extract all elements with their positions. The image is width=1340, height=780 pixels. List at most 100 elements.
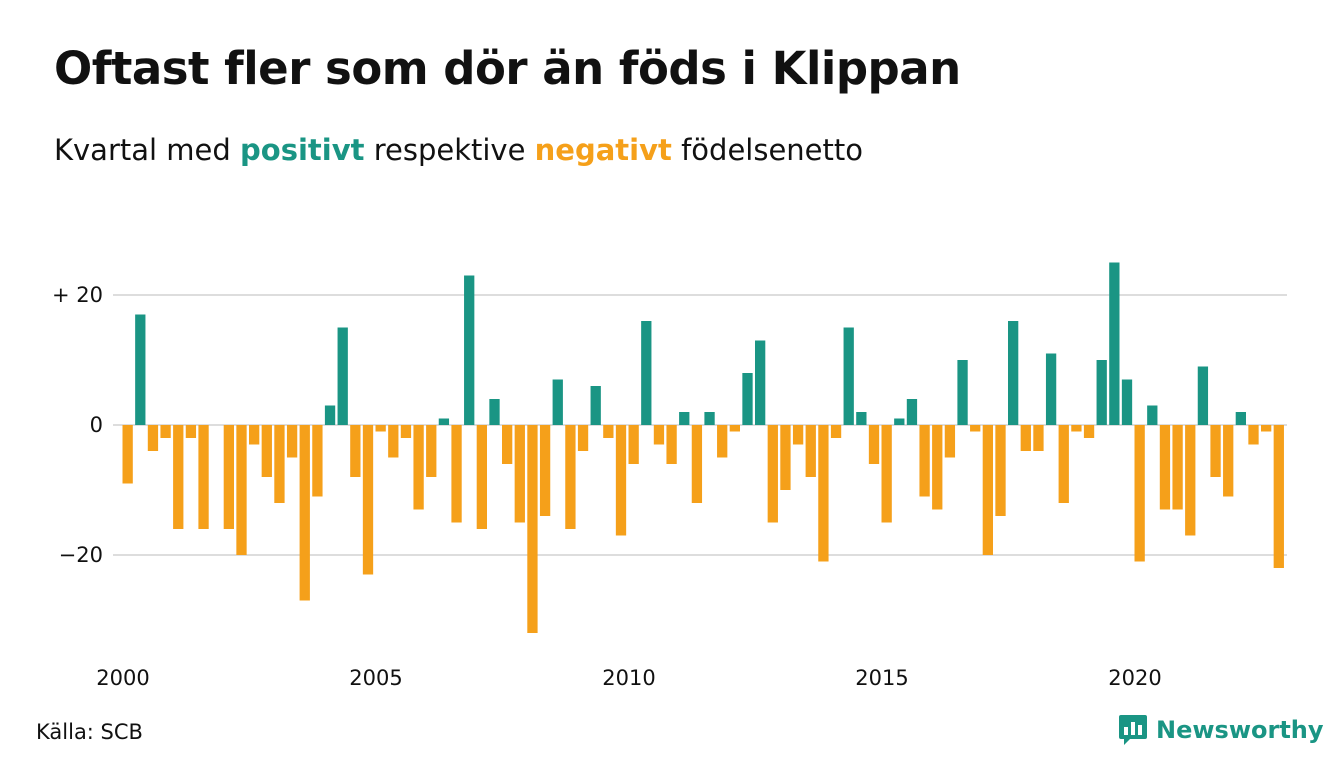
source-note: Källa: SCB — [36, 720, 143, 744]
bar — [792, 425, 804, 445]
bar — [1071, 425, 1082, 432]
y-tick-label: 0 — [90, 413, 103, 437]
subtitle-middle: respektive — [364, 133, 535, 167]
bar — [1083, 425, 1095, 438]
bar — [691, 425, 703, 503]
bar — [274, 425, 285, 503]
bar — [970, 425, 981, 432]
bar — [135, 314, 146, 425]
bar — [565, 425, 576, 529]
bar — [603, 425, 614, 438]
bar — [249, 425, 260, 445]
bar — [1121, 379, 1133, 425]
bar — [552, 379, 563, 425]
bar — [122, 425, 133, 484]
subtitle-suffix: födelsenetto — [671, 133, 863, 167]
bar — [729, 425, 740, 432]
bar — [856, 412, 867, 425]
bar — [957, 360, 968, 425]
bar — [147, 425, 159, 451]
bar — [666, 425, 677, 464]
bar — [641, 321, 652, 425]
x-axis-labels: 2000 2005 2010 2015 2020 — [96, 666, 1161, 690]
bar — [1159, 425, 1171, 510]
bar — [1185, 425, 1196, 536]
bar — [375, 425, 386, 432]
bar — [1210, 425, 1221, 477]
bar — [337, 327, 348, 425]
bar — [413, 425, 424, 510]
bar — [464, 275, 475, 425]
chart-subtitle: Kvartal med positivt respektive negativt… — [54, 133, 863, 167]
bar — [590, 386, 601, 425]
y-tick-label: −20 — [59, 543, 103, 567]
bar — [982, 425, 993, 555]
bar — [1020, 425, 1031, 451]
bar — [1109, 262, 1120, 425]
x-tick-label: 2020 — [1108, 666, 1161, 690]
bar — [502, 425, 513, 464]
y-tick-label: + 20 — [52, 283, 103, 307]
bar — [489, 399, 500, 425]
x-tick-label: 2000 — [96, 666, 149, 690]
bar — [1033, 425, 1044, 451]
x-tick-label: 2010 — [602, 666, 655, 690]
bar — [476, 425, 487, 529]
bar — [1248, 425, 1259, 445]
bar — [426, 425, 437, 477]
bar — [1197, 366, 1209, 425]
bar — [539, 425, 551, 516]
bar — [1134, 425, 1145, 562]
chart-title: Oftast fler som dör än föds i Klippan — [54, 42, 961, 95]
bar — [388, 425, 399, 458]
bar — [438, 418, 450, 425]
bar — [717, 425, 728, 458]
subtitle-negative-word: negativt — [534, 133, 672, 167]
bar — [223, 425, 234, 529]
bar — [906, 399, 918, 425]
bar — [742, 373, 753, 425]
bar — [767, 425, 778, 523]
bar — [1096, 360, 1107, 425]
x-tick-label: 2015 — [855, 666, 908, 690]
bar — [350, 425, 361, 477]
bar — [1058, 425, 1069, 503]
bar — [894, 418, 905, 425]
bar — [995, 425, 1006, 516]
y-axis-labels: + 20 0 −20 — [52, 283, 103, 567]
bars — [122, 262, 1284, 633]
bar — [1273, 425, 1284, 568]
bar — [818, 425, 829, 562]
bar — [160, 425, 171, 438]
bar — [919, 425, 930, 497]
bar — [312, 425, 323, 497]
bar — [1235, 412, 1246, 425]
bar — [527, 425, 538, 633]
subtitle-positive-word: positivt — [240, 133, 365, 167]
brand-name: Newsworthy — [1156, 716, 1324, 744]
bar — [514, 425, 525, 523]
bar — [173, 425, 184, 529]
bar — [830, 425, 842, 438]
bar — [1045, 353, 1057, 425]
bar — [615, 425, 627, 536]
bar — [944, 425, 956, 458]
bar — [286, 425, 298, 458]
bar — [1147, 405, 1158, 425]
bar — [755, 340, 766, 425]
bar — [236, 425, 247, 555]
bar — [805, 425, 816, 477]
bar — [843, 327, 854, 425]
bar — [780, 425, 791, 490]
bar — [324, 405, 336, 425]
bar — [1223, 425, 1234, 497]
bar-chart-speech-icon — [1119, 715, 1147, 745]
bar — [932, 425, 943, 510]
bar — [261, 425, 272, 477]
bar — [198, 425, 209, 529]
bar — [185, 425, 197, 438]
bar — [400, 425, 412, 438]
bar — [299, 425, 310, 601]
bar — [1008, 321, 1019, 425]
